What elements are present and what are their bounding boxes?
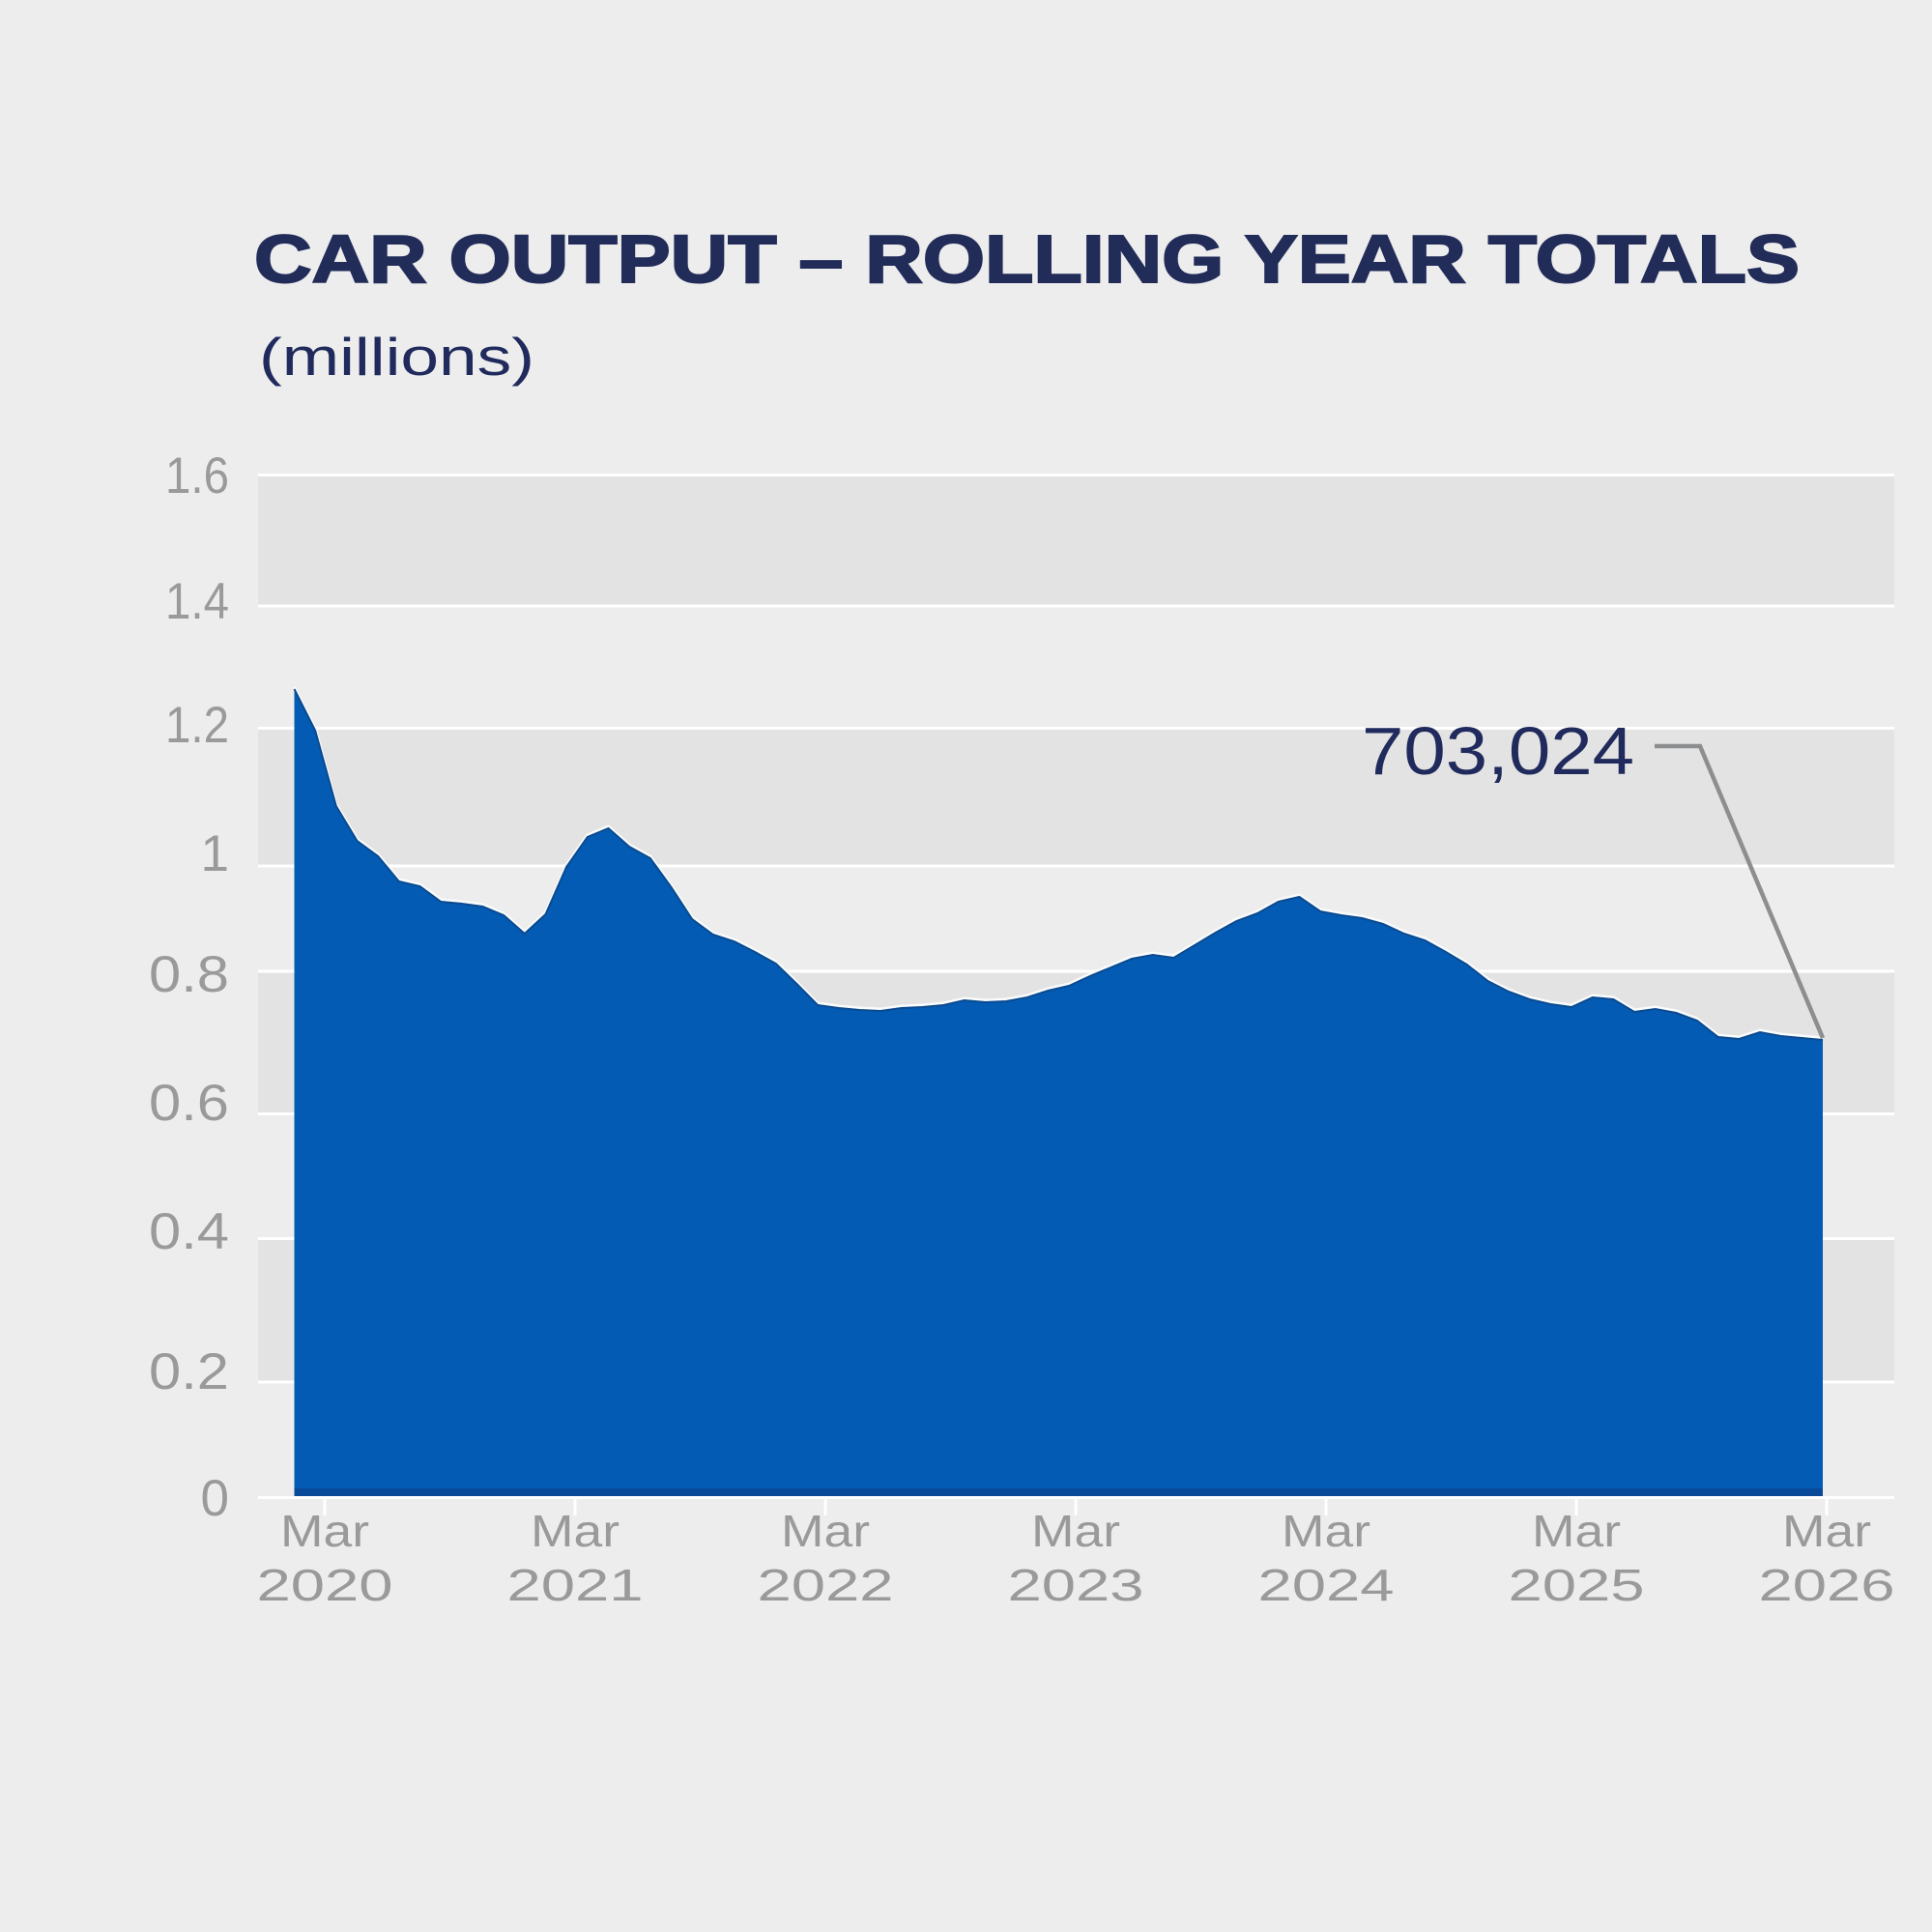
- svg-text:Mar: Mar: [781, 1506, 870, 1556]
- svg-text:Mar: Mar: [1532, 1506, 1621, 1556]
- svg-text:1: 1: [201, 825, 229, 882]
- svg-text:2024: 2024: [1258, 1560, 1395, 1610]
- svg-text:0: 0: [201, 1470, 229, 1527]
- svg-text:Mar: Mar: [531, 1506, 620, 1556]
- svg-text:0.4: 0.4: [149, 1203, 229, 1260]
- svg-text:2026: 2026: [1759, 1560, 1895, 1610]
- svg-text:1.6: 1.6: [165, 447, 229, 505]
- svg-text:2022: 2022: [758, 1560, 894, 1610]
- svg-text:Mar: Mar: [1782, 1506, 1871, 1556]
- svg-text:2021: 2021: [507, 1560, 644, 1610]
- svg-text:0.6: 0.6: [149, 1075, 229, 1132]
- svg-text:2020: 2020: [257, 1560, 393, 1610]
- svg-text:2023: 2023: [1008, 1560, 1144, 1610]
- svg-text:2025: 2025: [1509, 1560, 1645, 1610]
- svg-text:1.4: 1.4: [165, 573, 229, 630]
- svg-text:Mar: Mar: [1031, 1506, 1120, 1556]
- svg-text:Mar: Mar: [1282, 1506, 1370, 1556]
- svg-text:703,024: 703,024: [1362, 713, 1634, 789]
- svg-text:0.8: 0.8: [149, 946, 229, 1003]
- svg-text:Mar: Mar: [280, 1506, 369, 1556]
- svg-text:(millions): (millions): [259, 327, 534, 387]
- svg-text:1.2: 1.2: [165, 697, 229, 754]
- svg-text:CAR OUTPUT – ROLLING YEAR TOTA: CAR OUTPUT – ROLLING YEAR TOTALS: [254, 221, 1800, 297]
- svg-text:0.2: 0.2: [149, 1343, 229, 1400]
